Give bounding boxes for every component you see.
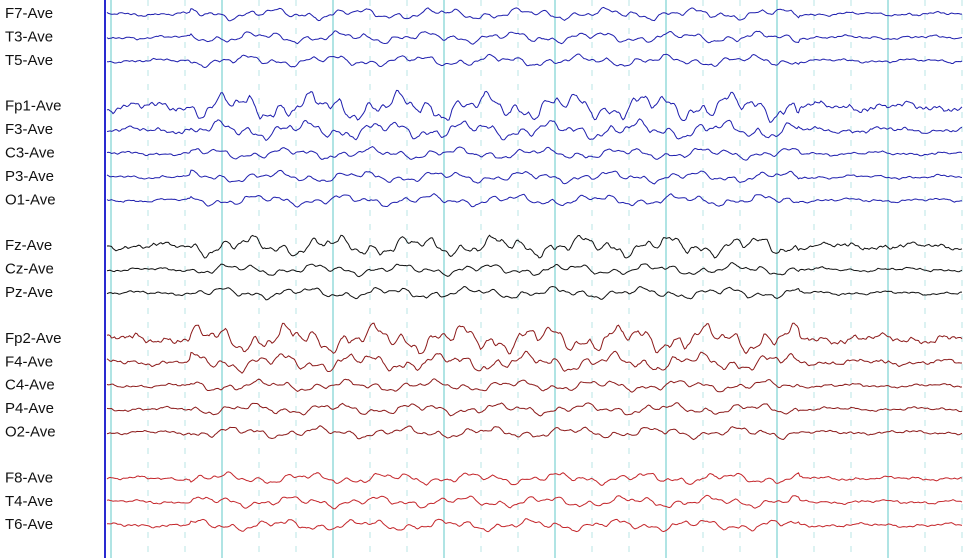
channel-label: F8-Ave	[5, 469, 53, 486]
traces	[106, 6, 963, 533]
channel-labels: F7-Ave T3-Ave T5-Ave Fp1-Ave F3-Ave C3-Ave P3-…	[5, 5, 61, 533]
channel-label: T4-Ave	[5, 493, 53, 510]
eeg-trace	[106, 53, 963, 69]
eeg-trace	[106, 402, 963, 417]
eeg-trace	[106, 378, 963, 393]
channel-label: T5-Ave	[5, 52, 53, 69]
channel-label: Fz-Ave	[5, 237, 52, 254]
eeg-trace	[106, 494, 963, 510]
eeg-trace	[106, 146, 963, 161]
channel-label: Fp1-Ave	[5, 98, 61, 115]
channel-label: Cz-Ave	[5, 261, 54, 278]
eeg-trace	[106, 169, 963, 185]
channel-label: F4-Ave	[5, 353, 53, 370]
eeg-trace	[106, 89, 963, 124]
channel-label: T3-Ave	[5, 28, 53, 45]
eeg-trace	[106, 192, 963, 208]
eeg-trace	[106, 234, 963, 259]
channel-label: Pz-Ave	[5, 284, 53, 301]
eeg-trace	[106, 118, 963, 142]
channel-label: P4-Ave	[5, 400, 54, 417]
channel-label: O2-Ave	[5, 423, 56, 440]
eeg-trace	[106, 425, 963, 441]
eeg-trace	[106, 322, 963, 355]
channel-label: C4-Ave	[5, 377, 55, 394]
channel-label: O1-Ave	[5, 191, 56, 208]
eeg-trace	[106, 518, 963, 533]
eeg-trace	[106, 350, 962, 374]
channel-label: C3-Ave	[5, 144, 55, 161]
eeg-trace	[106, 30, 963, 45]
eeg-trace	[106, 285, 962, 301]
channel-label: P3-Ave	[5, 168, 54, 185]
channel-label: F7-Ave	[5, 5, 53, 22]
channel-label: Fp2-Ave	[5, 330, 61, 347]
eeg-trace	[106, 6, 962, 22]
channel-label: F3-Ave	[5, 121, 53, 138]
eeg-trace	[106, 262, 963, 278]
channel-label: T6-Ave	[5, 516, 53, 533]
eeg-trace	[106, 471, 963, 487]
time-grid	[110, 0, 963, 558]
